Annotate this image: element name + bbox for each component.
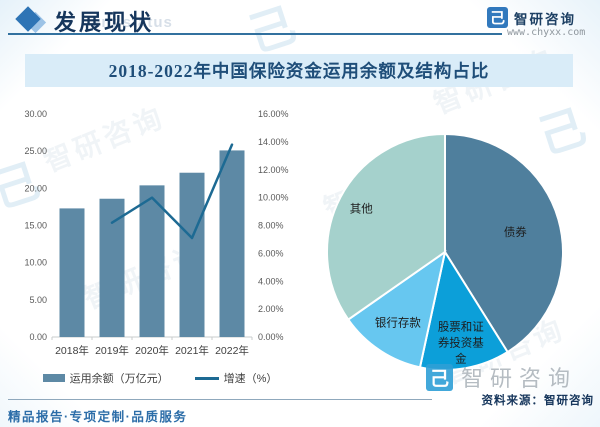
x-axis-label: 2022年	[215, 344, 249, 357]
right-axis-tick: 2.00%	[258, 304, 284, 314]
legend-label-growth: 增速（%）	[223, 373, 278, 385]
pie-label-股票和证券投资基金: 股票和证券投资基金	[438, 321, 484, 366]
pie-label-债券: 债券	[504, 225, 527, 239]
header-divider	[8, 33, 502, 35]
legend-item-balance: 运用余额（万亿元）	[42, 370, 169, 386]
zhiyan-logo-icon: 己	[487, 7, 508, 28]
pie-label-银行存款: 银行存款	[375, 316, 421, 330]
left-axis-tick: 30.00	[24, 109, 47, 119]
footer-watermark-text: 智研咨询	[461, 366, 578, 391]
bar-chart-canvas: 0.00 5.00 10.00 15.00 20.00 25.00 30.00 0.00% 2.…	[24, 109, 289, 357]
right-axis-tick: 16.00%	[258, 109, 289, 119]
brand-logo: 己 智研咨询	[487, 7, 576, 28]
left-axis-tick: 25.00	[24, 146, 47, 156]
bar-2018年	[59, 208, 85, 337]
bar-2019年	[99, 198, 125, 337]
pie-slice-银行存款	[346, 249, 447, 369]
right-axis-tick: 12.00%	[258, 165, 289, 175]
bar-2020年	[139, 185, 165, 337]
footer-slogan: 精品报告·专项定制·品质服务	[8, 410, 188, 424]
brand-url: www.chyxx.com	[507, 27, 586, 38]
footer-divider	[8, 399, 432, 400]
left-axis-tick: 10.00	[24, 258, 47, 268]
pie-slice-其他	[326, 132, 446, 321]
left-axis-tick: 5.00	[29, 295, 47, 305]
right-axis-tick: 10.00%	[258, 193, 289, 203]
right-axis-tick: 4.00%	[258, 276, 284, 286]
right-axis-tick: 14.00%	[258, 137, 289, 147]
bar-2022年	[219, 150, 245, 337]
header: ent status 发展现状 己 智研咨询 www.chyxx.com	[0, 0, 600, 48]
right-axis-tick: 0.00%	[258, 332, 284, 342]
x-axis-label: 2018年	[55, 344, 89, 357]
zhiyan-logo-icon: 己	[426, 363, 453, 391]
chart-title: 2018-2022年中国保险资金运用余额及结构占比	[108, 61, 490, 81]
pie-slice-股票和证券投资基金	[418, 249, 509, 372]
bar-swatch-icon	[42, 374, 65, 382]
footer-brand-watermark: 己 智研咨询	[426, 361, 577, 393]
diamond-icon	[15, 6, 48, 35]
header-watermark-text: ent status	[92, 14, 173, 31]
pie-label-其他: 其他	[350, 202, 373, 215]
chart-legend: 运用余额（万亿元） 增速（%）	[10, 370, 310, 386]
x-axis-label: 2020年	[135, 344, 169, 357]
growth-line-series	[110, 143, 234, 240]
x-axis-label: 2021年	[175, 344, 209, 357]
brand-name: 智研咨询	[514, 11, 576, 27]
data-source: 资料来源：智研咨询	[481, 395, 594, 407]
bar-2021年	[179, 172, 205, 337]
title-banner: 2018-2022年中国保险资金运用余额及结构占比	[25, 54, 573, 87]
left-axis-tick: 0.00	[29, 332, 47, 342]
pie-chart: 债券股票和证券投资基金 银行存款 其他	[300, 110, 600, 400]
right-axis-tick: 6.00%	[258, 248, 284, 258]
left-axis-tick: 15.00	[24, 221, 47, 231]
legend-item-growth: 增速（%）	[194, 370, 278, 386]
bar-line-chart: 0.00 5.00 10.00 15.00 20.00 25.00 30.00 0.00% 2.…	[0, 100, 300, 400]
right-axis-tick: 8.00%	[258, 221, 284, 231]
legend-label-balance: 运用余额（万亿元）	[69, 373, 169, 385]
left-axis-tick: 20.00	[24, 183, 47, 193]
line-swatch-icon	[194, 376, 219, 380]
x-axis-label: 2019年	[95, 344, 129, 357]
section-title: 发展现状	[54, 10, 155, 35]
